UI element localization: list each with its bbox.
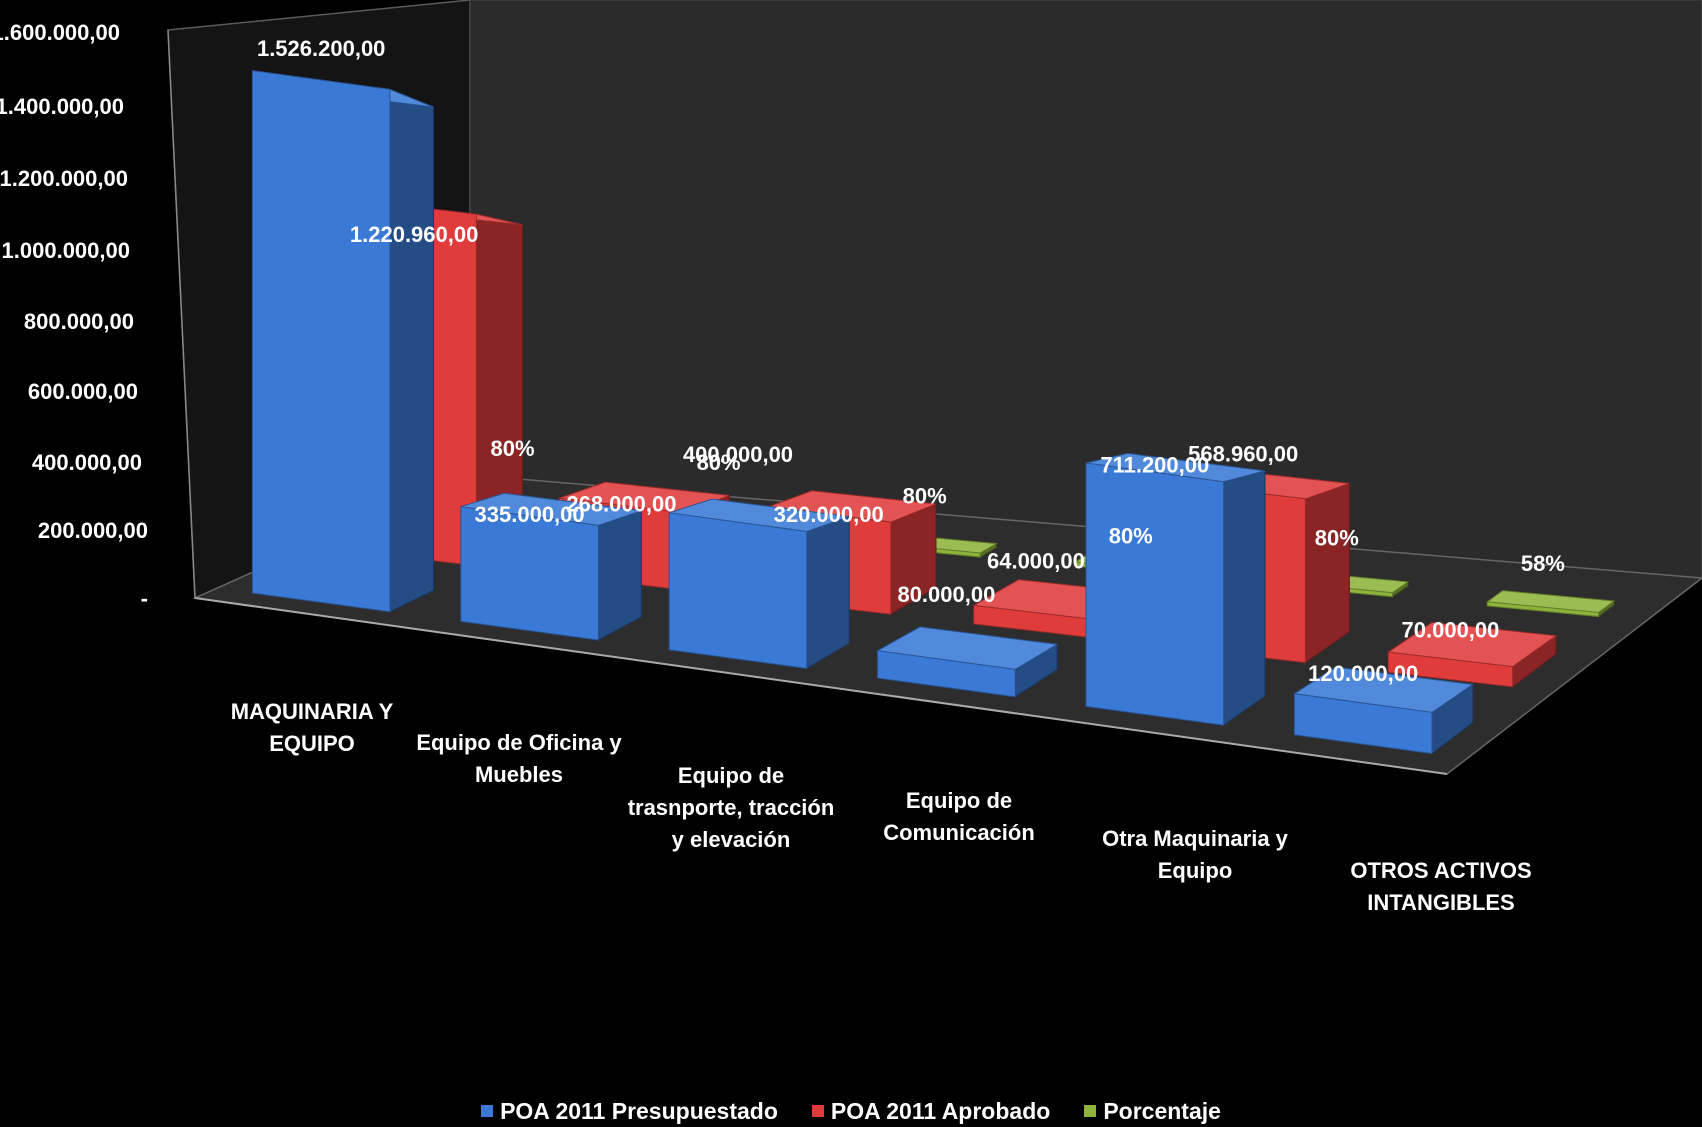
data-label: 568.960,00	[1188, 442, 1298, 467]
category-label: Equipo de Comunicación	[883, 788, 1035, 845]
bar-side	[806, 515, 850, 670]
bar-0-4	[1085, 452, 1266, 727]
bar-front	[1085, 462, 1225, 726]
category-label-line: Equipo de	[678, 763, 784, 788]
category-label: OTROS ACTIVOS INTANGIBLES	[1350, 858, 1531, 915]
bar-front	[460, 506, 599, 641]
data-label: 1.220.960,00	[350, 222, 478, 247]
category-label-line: Equipo de	[906, 788, 1012, 813]
bar-front	[877, 650, 1016, 698]
legend-swatch-porcentaje	[1084, 1105, 1097, 1117]
bar-side	[597, 510, 642, 641]
category-label: Equipo de trasnporte, tracción y elevación	[628, 763, 835, 852]
y-axis-line	[167, 29, 196, 599]
bar-0-3	[876, 626, 1059, 698]
data-label: 80%	[903, 484, 947, 509]
category-label-line: INTANGIBLES	[1367, 890, 1514, 915]
data-label: 400.000,00	[683, 442, 793, 467]
bar-front	[1293, 693, 1433, 755]
y-tick-label: 1.600.000,00	[0, 20, 120, 45]
category-label-line: Otra Maquinaria y	[1102, 826, 1289, 851]
legend-item-porcentaje: Porcentaje	[1084, 1098, 1221, 1125]
bar-0-0	[251, 70, 435, 613]
y-tick-label: 800.000,00	[24, 309, 134, 334]
legend-label-porcentaje: Porcentaje	[1103, 1097, 1221, 1124]
bar-front	[668, 512, 808, 669]
data-label: 64.000,00	[987, 549, 1085, 574]
category-label-line: Equipo	[1158, 858, 1233, 883]
bar-0-1	[460, 492, 642, 641]
bar-front	[1486, 601, 1600, 618]
bar-front	[251, 70, 391, 613]
category-label-line: y elevación	[672, 827, 791, 852]
category-label-line: OTROS ACTIVOS	[1350, 858, 1531, 883]
y-tick-label: 1.000.000,00	[2, 238, 130, 263]
category-label-line: MAQUINARIA Y	[231, 699, 394, 724]
category-label-line: Comunicación	[883, 820, 1035, 845]
x-axis-line	[194, 597, 1448, 775]
bar-0-5	[1293, 666, 1475, 755]
bar-1-5	[1386, 621, 1558, 688]
bar-side	[1223, 470, 1266, 727]
data-label: 70.000,00	[1402, 617, 1500, 642]
legend-item-presupuestado: POA 2011 Presupuestado	[481, 1098, 778, 1125]
data-label: 711.200,00	[1100, 452, 1209, 477]
y-tick-label: 600.000,00	[28, 379, 138, 404]
bar-side	[389, 88, 435, 613]
y-tick-label: 1.200.000,00	[0, 166, 128, 191]
bar-plot-area: 80% 80% 80% 80% 80% 58% 1.220.960,00 268.000,00…	[251, 36, 1616, 755]
data-label: 58%	[1521, 551, 1565, 576]
category-label: Otra Maquinaria y Equipo	[1102, 826, 1289, 883]
data-label: 268.000,00	[566, 492, 676, 517]
category-label-line: EQUIPO	[269, 731, 355, 756]
legend: POA 2011 Presupuestado POA 2011 Aprobado…	[0, 1096, 1702, 1126]
data-label: 335.000,00	[475, 502, 585, 527]
y-tick-label: 1.400.000,00	[0, 94, 124, 119]
data-label: 120.000,00	[1308, 661, 1418, 686]
category-label-line: Equipo de Oficina y	[416, 730, 622, 755]
legend-swatch-presupuestado	[481, 1105, 494, 1117]
x-axis: MAQUINARIA Y EQUIPO Equipo de Oficina y Mue…	[231, 699, 1532, 915]
data-label: 320.000,00	[774, 502, 884, 527]
legend-label-aprobado: POA 2011 Aprobado	[830, 1097, 1051, 1124]
bar-side	[1304, 482, 1350, 664]
y-tick-label: 200.000,00	[38, 518, 148, 543]
y-axis: - 200.000,00 400.000,00 600.000,00 800.000,0…	[0, 20, 148, 611]
data-label: 80%	[491, 436, 535, 461]
y-tick-label: 400.000,00	[32, 450, 142, 475]
category-label-line: Muebles	[475, 762, 563, 787]
bar-0-2	[668, 498, 850, 670]
data-label: 80%	[1109, 524, 1153, 549]
category-label: MAQUINARIA Y EQUIPO	[231, 699, 394, 756]
data-label: 80%	[1315, 525, 1359, 550]
bar-front	[1387, 651, 1514, 688]
data-label: 80%	[697, 450, 741, 475]
legend-item-aprobado: POA 2011 Aprobado	[811, 1097, 1051, 1125]
y-tick-label: -	[141, 586, 148, 611]
data-label: 80.000,00	[897, 582, 995, 607]
bar-2-5	[1485, 590, 1616, 618]
data-label: 1.526.200,00	[257, 36, 385, 61]
category-label: Equipo de Oficina y Muebles	[416, 730, 622, 787]
legend-swatch-aprobado	[811, 1105, 824, 1117]
legend-label-presupuestado: POA 2011 Presupuestado	[500, 1097, 778, 1124]
category-label-line: trasnporte, tracción	[628, 795, 835, 820]
